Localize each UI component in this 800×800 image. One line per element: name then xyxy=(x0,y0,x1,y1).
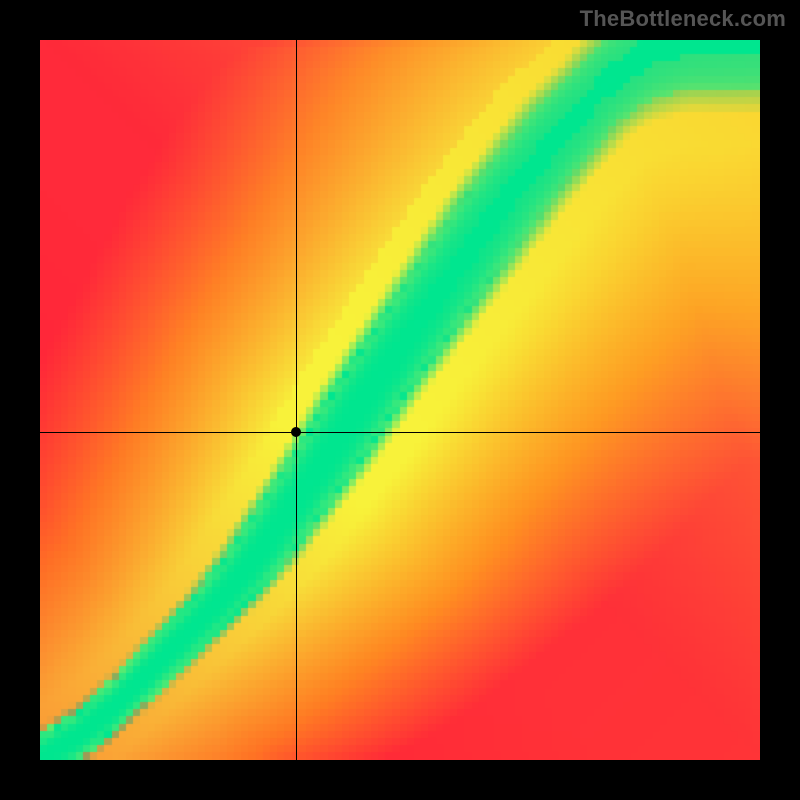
chart-container: TheBottleneck.com xyxy=(0,0,800,800)
crosshair-dot xyxy=(291,427,301,437)
crosshair-vertical xyxy=(296,40,297,760)
watermark-text: TheBottleneck.com xyxy=(580,6,786,32)
heatmap-canvas xyxy=(40,40,760,760)
crosshair-horizontal xyxy=(40,432,760,433)
plot-area xyxy=(40,40,760,760)
